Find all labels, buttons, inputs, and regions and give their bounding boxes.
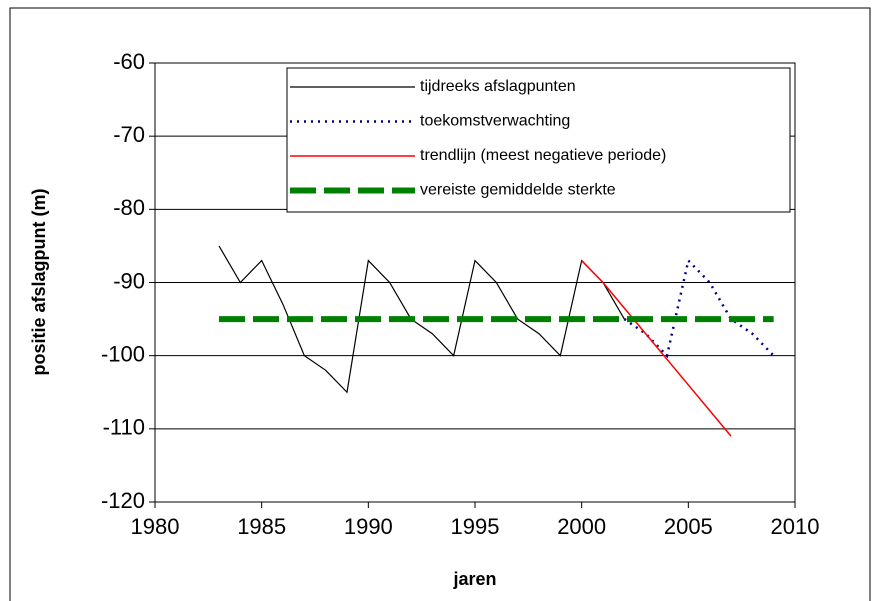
y-tick-label: -90 [113,268,145,293]
x-tick-label: 1980 [131,514,180,539]
x-tick-label: 1985 [237,514,286,539]
x-tick-label: 1995 [451,514,500,539]
x-tick-label: 2010 [771,514,820,539]
x-tick-label: 2005 [664,514,713,539]
y-tick-label: -70 [113,122,145,147]
y-tick-label: -80 [113,195,145,220]
x-axis-title: jaren [452,569,496,589]
plot-border [154,62,796,503]
legend-label: trendlijn (meest negatieve periode) [420,147,666,164]
legend-label: vereiste gemiddelde sterkte [420,182,616,199]
y-tick-label: -60 [113,49,145,74]
y-tick-label: -110 [103,415,145,440]
series-line [218,245,625,394]
legend-label: tijdreeks afslagpunten [420,78,576,95]
legend-label: toekomstverwachting [420,113,570,130]
x-tick-label: 1990 [344,514,393,539]
x-tick-label: 2000 [557,514,606,539]
y-axis-title: positie afslagpunt (m) [29,188,49,375]
series-line [623,258,775,359]
series-line [581,260,732,437]
y-tick-label: -120 [101,488,145,513]
y-tick-label: -100 [101,341,145,366]
